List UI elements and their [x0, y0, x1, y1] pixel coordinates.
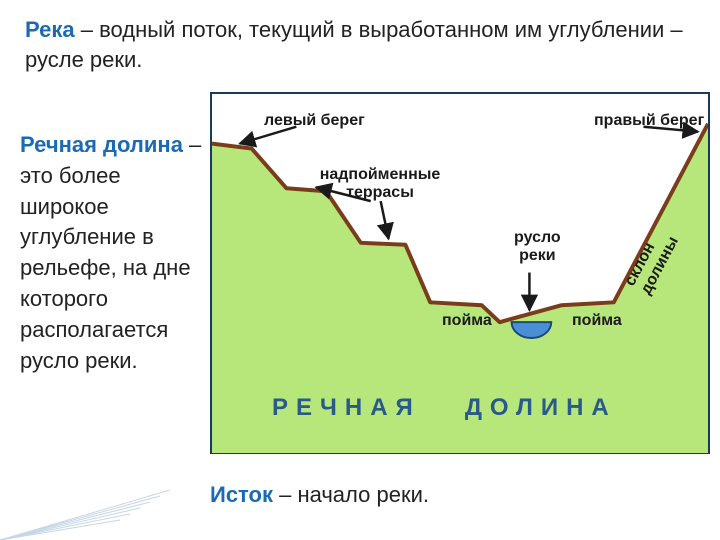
slide-root: Река – водный поток, текущий в выработан… — [0, 0, 720, 540]
text-source: – начало реки. — [273, 482, 429, 507]
text-valley: – это более широкое углубление в рельефе… — [20, 132, 201, 373]
definition-valley: Речная долина – это более широкое углубл… — [20, 130, 210, 376]
label-right-bank: правый берег — [594, 112, 704, 130]
definition-river: Река – водный поток, текущий в выработан… — [25, 15, 685, 74]
label-left-bank: левый берег — [264, 112, 365, 130]
label-river-valley-big: РЕЧНАЯ ДОЛИНА — [272, 394, 617, 422]
label-floodplain-left: пойма — [442, 312, 492, 330]
definition-source: Исток – начало реки. — [210, 480, 660, 510]
label-channel-l2: реки — [519, 247, 556, 264]
label-channel: русло реки — [514, 229, 561, 264]
label-terraces: надпойменные террасы — [310, 166, 450, 201]
river-valley-diagram: левый берег правый берег надпойменные те… — [210, 92, 710, 454]
big2: ДОЛИНА — [465, 394, 617, 421]
term-river: Река — [25, 17, 75, 42]
decorative-lines-icon — [0, 480, 180, 540]
label-floodplain-right: пойма — [572, 312, 622, 330]
big1: РЕЧНАЯ — [272, 394, 421, 421]
label-channel-l1: русло — [514, 229, 561, 246]
term-source: Исток — [210, 482, 273, 507]
term-valley: Речная долина — [20, 132, 183, 157]
text-river: – водный поток, текущий в выработанном и… — [25, 17, 683, 72]
